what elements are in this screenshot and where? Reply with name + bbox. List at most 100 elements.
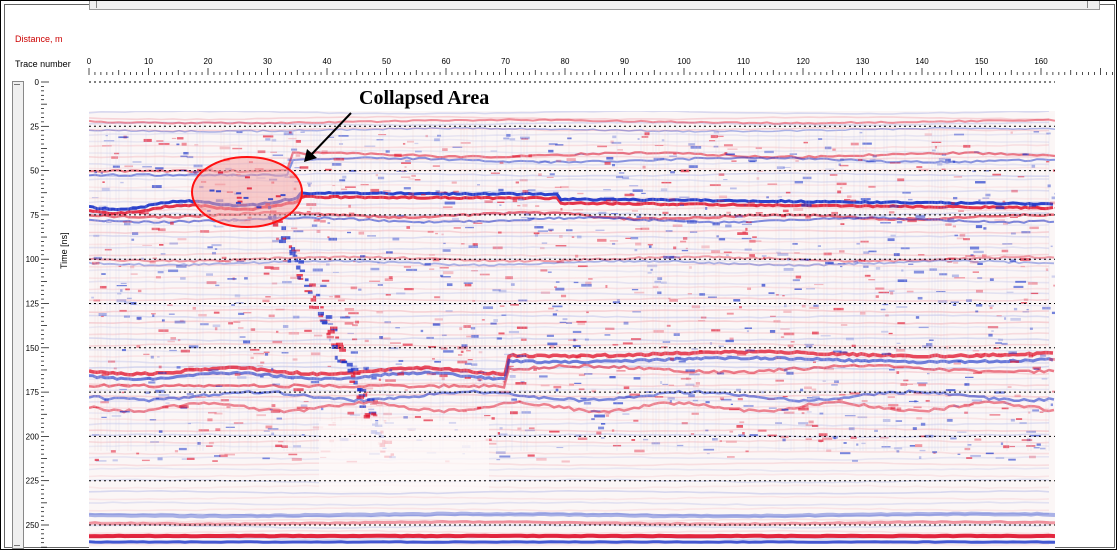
clutter-mark — [578, 374, 586, 377]
diffraction-mark — [367, 398, 375, 402]
clutter-mark — [917, 382, 928, 384]
clutter-mark — [882, 418, 891, 422]
clutter-mark — [832, 435, 838, 439]
clutter-mark — [104, 398, 109, 402]
clutter-mark — [837, 263, 846, 265]
clutter-mark — [519, 179, 528, 182]
clutter-mark — [549, 345, 555, 349]
vertical-scrollbar-thumb[interactable] — [14, 84, 20, 546]
diffraction-mark — [318, 314, 324, 318]
clutter-mark — [963, 144, 971, 148]
clutter-mark — [697, 320, 706, 322]
clutter-mark — [212, 324, 221, 328]
clutter-mark — [856, 242, 860, 245]
clutter-mark — [691, 305, 701, 309]
clutter-mark — [471, 270, 478, 272]
clutter-mark — [291, 457, 302, 461]
clutter-mark — [736, 388, 741, 392]
clutter-mark — [1040, 354, 1047, 357]
clutter-mark — [404, 389, 408, 392]
clutter-mark — [405, 160, 411, 162]
clutter-mark — [425, 134, 428, 138]
clutter-mark — [177, 137, 184, 140]
clutter-mark — [896, 407, 902, 411]
collapsed-area-mark — [244, 176, 250, 179]
clutter-mark — [499, 305, 505, 307]
clutter-mark — [158, 394, 170, 397]
clutter-mark — [176, 143, 180, 146]
clutter-mark — [132, 232, 139, 236]
clutter-mark — [101, 187, 110, 191]
clutter-mark — [773, 319, 781, 323]
clutter-mark — [915, 215, 926, 218]
clutter-mark — [431, 358, 435, 360]
clutter-mark — [292, 315, 300, 319]
clutter-mark — [312, 426, 324, 429]
clutter-mark — [402, 142, 406, 145]
clutter-mark — [250, 356, 254, 359]
clutter-mark — [932, 149, 936, 152]
clutter-mark — [364, 339, 369, 343]
diffraction-mark — [287, 259, 292, 263]
diffraction-mark — [317, 311, 324, 316]
clutter-mark — [665, 230, 673, 232]
clutter-mark — [575, 355, 582, 359]
clutter-mark — [144, 391, 151, 394]
clutter-mark — [275, 444, 283, 448]
clutter-mark — [257, 150, 266, 154]
clutter-mark — [559, 185, 569, 189]
clutter-mark — [705, 206, 708, 210]
clutter-mark — [155, 397, 160, 400]
clutter-mark — [573, 281, 579, 284]
clutter-mark — [380, 337, 391, 340]
clutter-mark — [685, 247, 688, 250]
clutter-mark — [355, 320, 359, 324]
clutter-mark — [1028, 411, 1031, 414]
clutter-mark — [761, 255, 767, 257]
clutter-mark — [472, 243, 478, 246]
clutter-mark — [618, 172, 625, 174]
clutter-mark — [214, 226, 224, 228]
clutter-mark — [496, 337, 502, 340]
clutter-mark — [848, 427, 855, 431]
clutter-mark — [647, 272, 652, 274]
vertical-scrollbar[interactable] — [12, 81, 24, 549]
clutter-mark — [167, 304, 173, 306]
clutter-mark — [916, 417, 923, 420]
clutter-mark — [385, 150, 390, 153]
clutter-mark — [629, 393, 640, 396]
clutter-mark — [969, 260, 979, 264]
clutter-mark — [1007, 386, 1012, 388]
clutter-mark — [377, 262, 381, 264]
clutter-mark — [616, 370, 626, 372]
clutter-mark — [370, 403, 377, 405]
clutter-mark — [186, 457, 195, 461]
diffraction-mark — [286, 236, 291, 240]
clutter-mark — [622, 413, 630, 415]
diffraction-mark — [279, 239, 286, 244]
clutter-mark — [342, 175, 347, 179]
clutter-mark — [688, 373, 700, 376]
clutter-mark — [116, 299, 127, 303]
clutter-mark — [755, 147, 762, 150]
x-tick-label: 60 — [442, 57, 451, 66]
clutter-mark — [434, 318, 443, 321]
clutter-mark — [477, 406, 482, 409]
clutter-mark — [350, 286, 358, 290]
attenuated-zone — [319, 421, 489, 491]
horizontal-scrollbar[interactable] — [89, 1, 1100, 10]
clutter-mark — [225, 261, 232, 263]
clutter-mark — [767, 434, 777, 437]
clutter-mark — [188, 365, 194, 369]
clutter-mark — [690, 433, 695, 435]
diffraction-mark — [292, 254, 298, 257]
horizontal-scrollbar-thumb[interactable] — [96, 1, 1088, 8]
clutter-mark — [423, 419, 433, 422]
clutter-mark — [895, 205, 905, 207]
clutter-mark — [170, 221, 174, 225]
clutter-mark — [270, 410, 281, 413]
clutter-mark — [370, 188, 380, 192]
clutter-mark — [465, 226, 474, 229]
clutter-mark — [585, 281, 592, 285]
clutter-mark — [396, 292, 406, 295]
